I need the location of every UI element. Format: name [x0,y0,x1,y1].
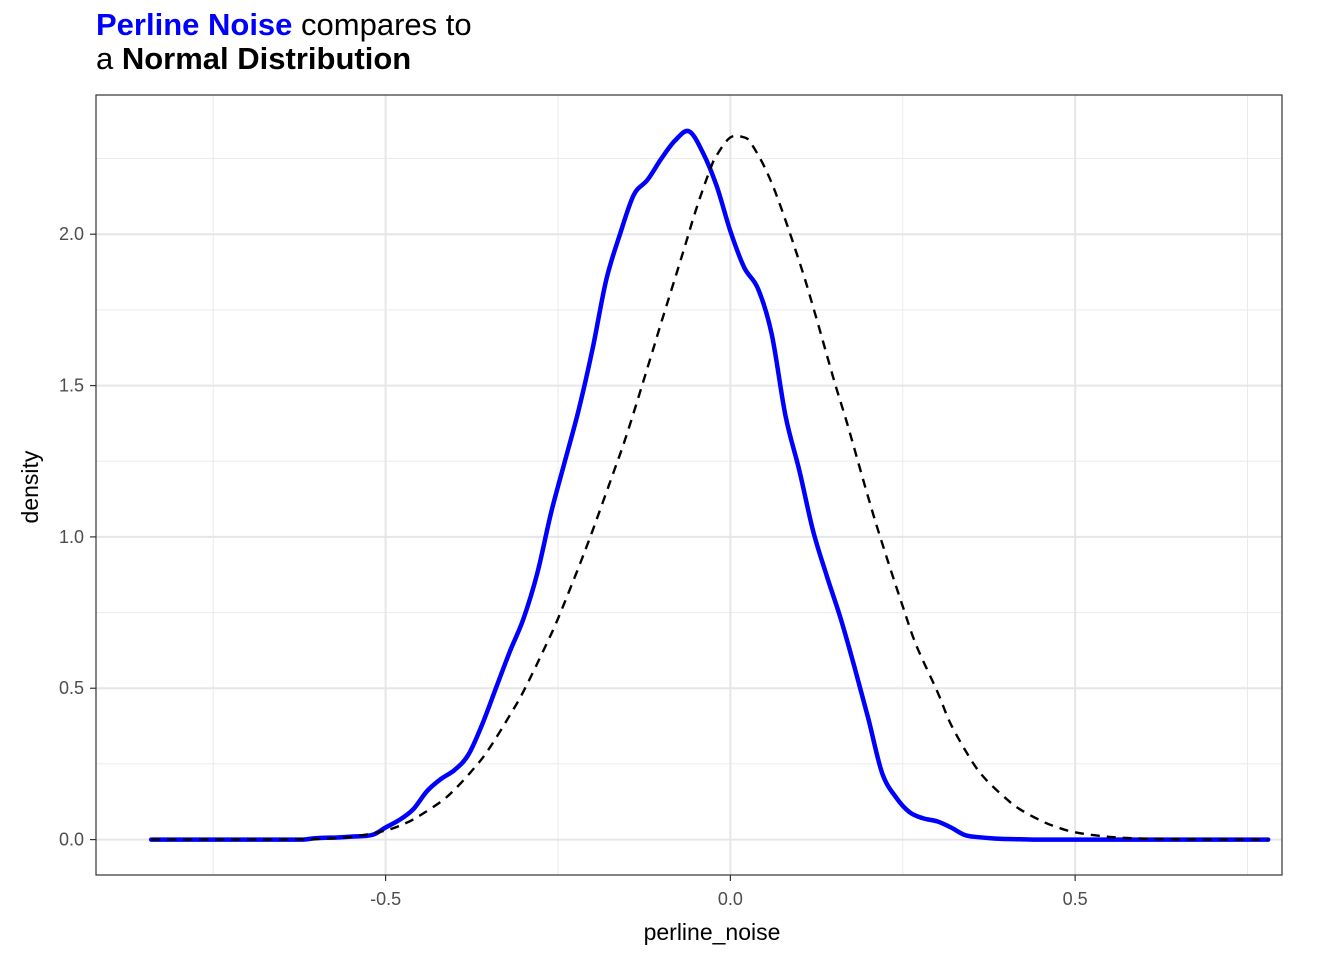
normal-distribution-curve [151,134,1269,841]
x-axis: -0.5 0.0 0.5 [370,875,1088,909]
y-tick-label: 1.5 [59,376,84,396]
title-line-2: a Normal Distribution [96,42,472,76]
y-axis: 0.0 0.5 1.0 1.5 2.0 [59,224,96,850]
chart-title: Perline Noise compares to a Normal Distr… [96,8,472,76]
series-layer [148,128,1271,842]
title-line2-prefix: a [96,41,122,76]
x-tick-label: 0.5 [1063,889,1088,909]
minor-gridlines [96,95,1282,875]
x-axis-title: perline_noise [644,919,781,945]
y-tick-label: 0.0 [59,830,84,850]
title-line2-bold: Normal Distribution [121,41,412,76]
x-tick-label: -0.5 [370,889,401,909]
y-axis-title: density [17,450,43,523]
x-tick-label: 0.0 [718,889,743,909]
title-highlight: Perline Noise [96,7,293,42]
perline-noise-density-curve [148,128,1271,842]
plot-panel-border [95,94,1283,876]
title-line-1: Perline Noise compares to [96,8,472,42]
title-line1-rest: compares to [292,7,472,42]
y-tick-label: 1.0 [59,527,84,547]
y-tick-label: 2.0 [59,224,84,244]
y-tick-label: 0.5 [59,678,84,698]
plot-panel-background [96,95,1282,875]
